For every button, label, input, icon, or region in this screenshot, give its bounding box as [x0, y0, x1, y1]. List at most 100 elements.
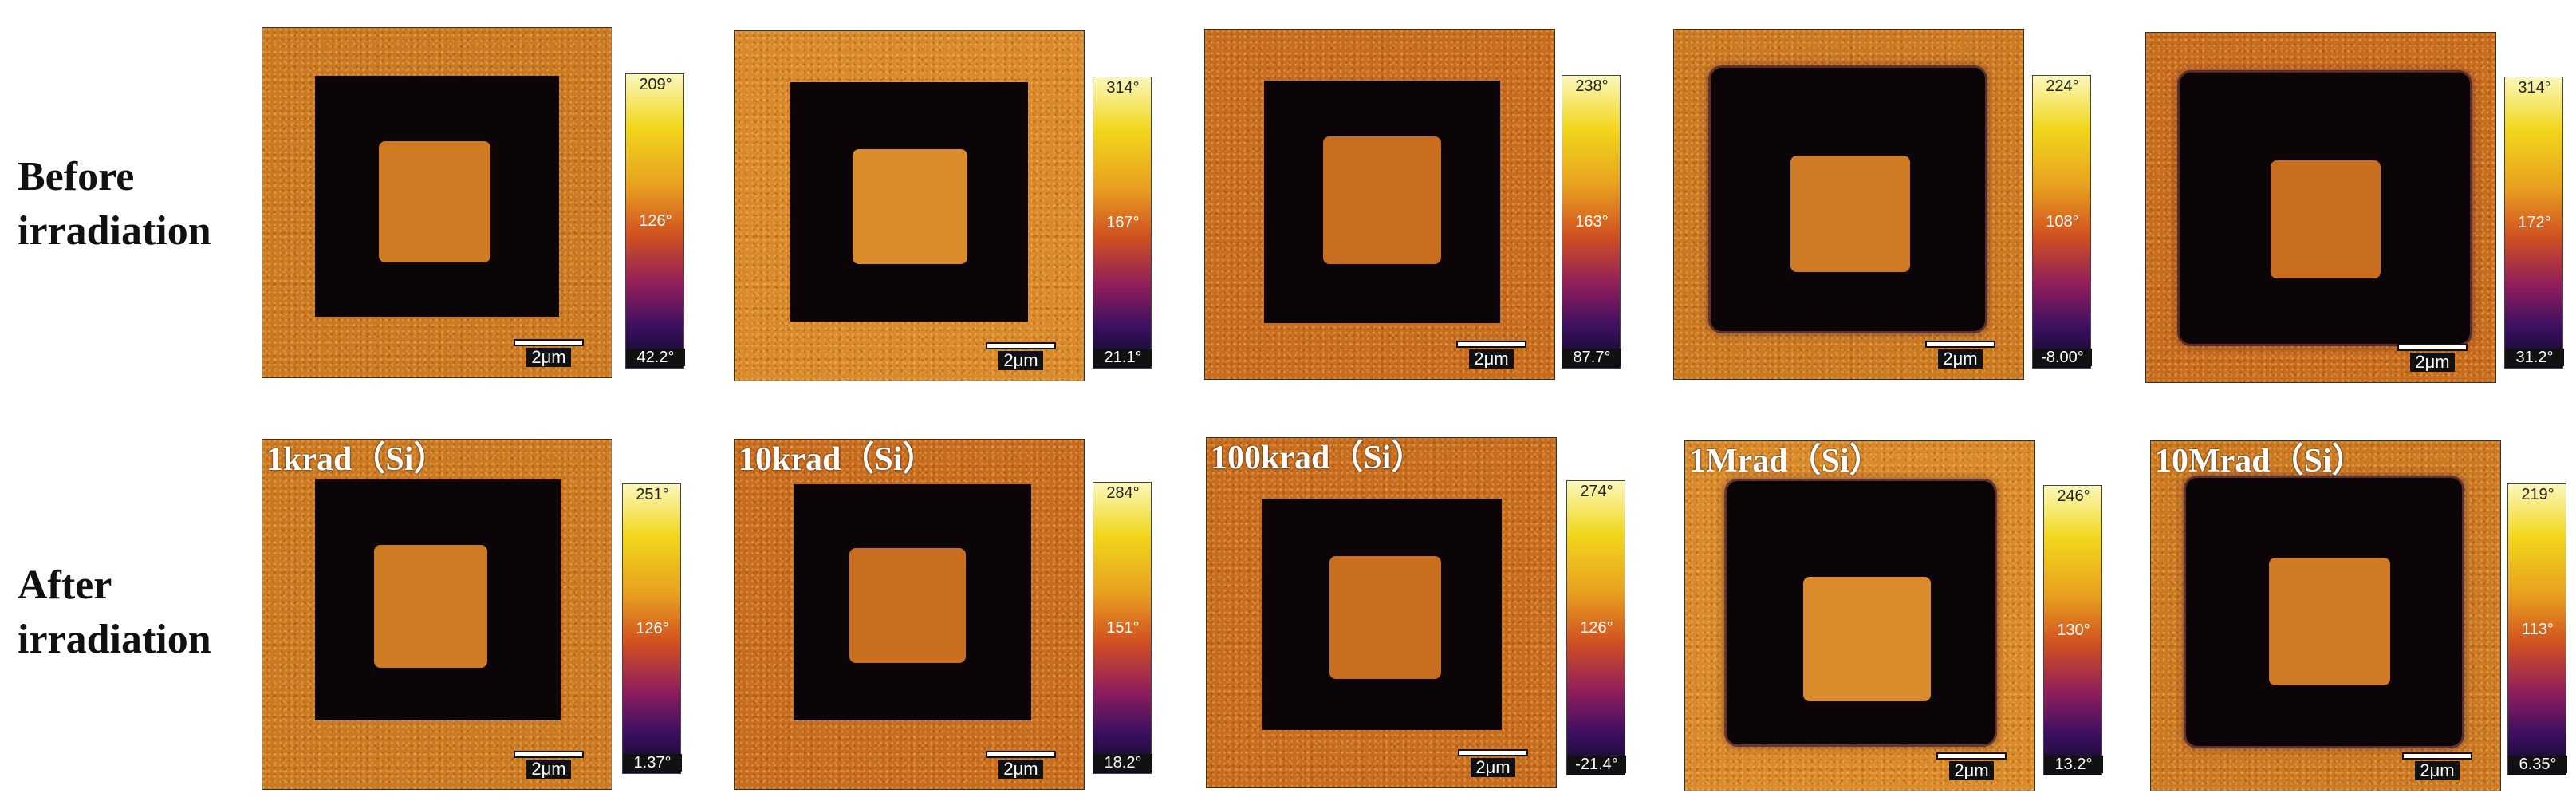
colorbar-max: 284° [1106, 484, 1140, 502]
scale-bar: 2μm [986, 342, 1056, 370]
poled-square-frame [794, 484, 1031, 720]
colorbar-after-1: 251° 126° 1.37° [622, 483, 682, 774]
inner-square [1790, 156, 1910, 272]
scale-bar: 2μm [2402, 752, 2472, 780]
afm-phase-image-after-3: 100krad（Si） 2μm [1206, 437, 1557, 788]
inner-square [1323, 136, 1441, 264]
colorbar-min: 18.2° [1093, 754, 1152, 772]
poled-square-frame [1711, 68, 1985, 331]
scale-bar: 2μm [2397, 344, 2468, 372]
scale-bar-label: 2μm [526, 348, 571, 367]
poled-square-frame [315, 479, 561, 720]
phase-map [1206, 437, 1557, 788]
scale-bar: 2μm [986, 751, 1056, 779]
poled-square-frame [2186, 478, 2462, 746]
colorbar-mid: 151° [1106, 619, 1140, 637]
row-label-line: irradiation [18, 208, 211, 254]
inner-square [374, 545, 487, 668]
afm-phase-image-before-3: 2μm [1204, 29, 1555, 380]
row-label-before: Before irradiation [18, 150, 211, 258]
colorbar-mid: 130° [2057, 622, 2090, 639]
afm-phase-image-before-1: 2μm [262, 27, 612, 378]
colorbar-max: 274° [1580, 483, 1613, 500]
afm-phase-image-after-5: 10Mrad（Si） 2μm [2150, 440, 2501, 791]
scale-bar-label: 2μm [526, 760, 571, 779]
dose-label: 1Mrad（Si） [1689, 443, 1883, 479]
afm-phase-image-before-4: 2μm [1673, 29, 2024, 380]
phase-map [1204, 29, 1555, 380]
poled-square-frame [1264, 81, 1500, 323]
scale-bar: 2μm [514, 751, 584, 779]
dose-label: 1krad（Si） [266, 441, 447, 478]
scale-bar: 2μm [1456, 341, 1526, 369]
phase-map [1684, 440, 2035, 791]
colorbar-max: 251° [636, 486, 669, 503]
colorbar-max: 246° [2057, 487, 2090, 505]
colorbar-after-2: 284° 151° 18.2° [1093, 482, 1152, 774]
inner-square [1329, 556, 1441, 679]
phase-map [734, 30, 1085, 381]
afm-phase-image-before-2: 2μm [734, 30, 1085, 381]
colorbar-before-5: 314° 172° 31.2° [2504, 77, 2564, 369]
scale-bar-label: 2μm [2415, 761, 2460, 780]
phase-map [1673, 29, 2024, 380]
poled-square-frame [1262, 499, 1502, 730]
colorbar-after-3: 274° 126° -21.4° [1566, 480, 1626, 775]
colorbar-mid: 126° [1580, 619, 1613, 637]
colorbar-min: 6.35° [2508, 756, 2567, 773]
scale-bar-label: 2μm [1471, 758, 1515, 777]
colorbar-mid: 172° [2518, 214, 2551, 231]
colorbar-mid: 113° [2522, 621, 2554, 638]
scale-bar-label: 2μm [998, 351, 1043, 370]
dose-label: 100krad（Si） [1211, 440, 1425, 476]
afm-phase-image-after-1: 1krad（Si） 2μm [262, 439, 612, 790]
scale-bar-label: 2μm [1469, 349, 1514, 369]
scale-bar: 2μm [1925, 341, 1995, 369]
inner-square [2271, 160, 2381, 278]
colorbar-min: 31.2° [2505, 349, 2564, 366]
phase-map [262, 439, 612, 790]
colorbar-min: 42.2° [626, 349, 685, 366]
colorbar-min: -21.4° [1567, 756, 1626, 773]
colorbar-mid: 126° [639, 212, 672, 230]
inner-square [1803, 577, 1931, 701]
colorbar-mid: 126° [636, 620, 669, 637]
colorbar-max: 209° [639, 76, 672, 93]
inner-square [2269, 558, 2390, 685]
colorbar-before-2: 314° 167° 21.1° [1093, 77, 1152, 369]
colorbar-mid: 167° [1106, 214, 1140, 231]
inner-square [379, 141, 490, 262]
poled-square-frame [315, 76, 559, 317]
row-label-line: irradiation [18, 617, 211, 662]
colorbar-after-4: 246° 130° 13.2° [2043, 485, 2103, 775]
colorbar-mid: 163° [1575, 213, 1609, 231]
poled-square-frame [2180, 73, 2470, 344]
colorbar-max: 219° [2521, 486, 2554, 503]
scale-bar: 2μm [1936, 752, 2007, 780]
row-label-line: Before [18, 154, 135, 199]
phase-map [734, 439, 1085, 790]
colorbar-before-1: 209° 126° 42.2° [625, 73, 685, 369]
scale-bar-label: 2μm [2410, 353, 2455, 372]
colorbar-max: 224° [2046, 77, 2079, 95]
colorbar-min: 87.7° [1562, 349, 1621, 366]
poled-square-frame [790, 82, 1028, 322]
scale-bar-label: 2μm [1938, 349, 1983, 369]
phase-map [2150, 440, 2501, 791]
colorbar-max: 314° [2518, 79, 2551, 97]
row-label-after: After irradiation [18, 558, 211, 667]
colorbar-mid: 108° [2046, 213, 2079, 231]
colorbar-before-3: 238° 163° 87.7° [1562, 75, 1621, 369]
colorbar-min: 21.1° [1093, 349, 1152, 366]
poled-square-frame [1727, 481, 1995, 744]
scale-bar-label: 2μm [998, 760, 1043, 779]
dose-label: 10Mrad（Si） [2155, 443, 2365, 479]
afm-phase-image-after-2: 10krad（Si） 2μm [734, 439, 1085, 790]
afm-phase-image-after-4: 1Mrad（Si） 2μm [1684, 440, 2035, 791]
colorbar-min: -8.00° [2033, 349, 2092, 366]
phase-map [2145, 32, 2496, 383]
dose-label: 10krad（Si） [739, 441, 936, 478]
colorbar-min: 1.37° [623, 754, 682, 772]
inner-square [853, 149, 967, 264]
row-label-line: After [18, 562, 112, 608]
